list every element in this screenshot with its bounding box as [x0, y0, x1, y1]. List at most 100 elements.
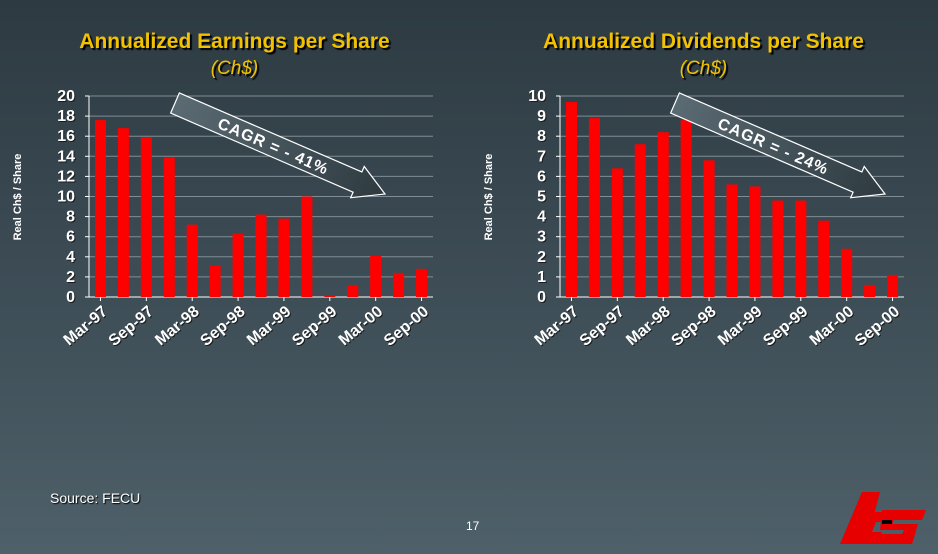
x-tick-label: Mar-98 [152, 303, 203, 349]
bar [588, 118, 600, 297]
y-tick-label: 20 [57, 88, 75, 105]
y-tick-label-shadow: 8 [67, 210, 76, 227]
y-tick-label: 10 [528, 88, 546, 105]
y-tick-label: 6 [66, 229, 75, 246]
y-tick-label-shadow: 2 [67, 270, 76, 287]
y-tick-label-shadow: 10 [58, 190, 76, 207]
y-tick-label-shadow: 20 [58, 89, 76, 106]
arrow-shape [669, 92, 887, 199]
x-tick-label: Sep-00 [381, 303, 432, 350]
cagr-arrow: CAGR = - 41% [169, 92, 387, 199]
x-tick-label: Mar-00 [807, 303, 858, 349]
y-tick-label-shadow: 7 [538, 149, 547, 166]
y-tick-label-shadow: 0 [67, 290, 76, 307]
bar [634, 144, 646, 297]
x-tick-label: Sep-00 [852, 303, 903, 350]
y-tick-label-shadow: 2 [538, 250, 547, 267]
bar [140, 137, 152, 297]
cagr-arrow: CAGR = - 24% [669, 92, 887, 199]
x-tick-label: Mar-98 [623, 303, 674, 349]
page-number: 17 [466, 519, 480, 533]
bar [163, 157, 175, 297]
cagr-label: CAGR = - 41% [215, 116, 331, 179]
y-tick-label-shadow: 0 [538, 290, 547, 307]
chart-subtitle: (Ch$) [679, 58, 728, 79]
y-tick-label: 10 [57, 189, 75, 206]
y-tick-label: 9 [537, 108, 546, 125]
bar [232, 233, 244, 297]
y-tick-label: 18 [57, 108, 75, 125]
cagr-label: CAGR = - 24% [715, 116, 831, 179]
chart-title: Annualized Earnings per Share [79, 30, 390, 53]
bar [680, 120, 692, 298]
y-tick-label: 16 [57, 128, 75, 145]
x-tick-label: Sep-99 [289, 303, 340, 350]
y-tick-label-shadow: 4 [67, 250, 76, 267]
y-tick-label: 8 [537, 128, 546, 145]
bar [841, 248, 853, 297]
bar [393, 272, 405, 297]
x-tick-label: Sep-98 [198, 303, 249, 350]
x-tick-label: Mar-99 [244, 303, 295, 349]
bar [117, 128, 129, 297]
y-tick-label-shadow: 6 [67, 230, 76, 247]
y-tick-label-shadow: 16 [58, 129, 76, 146]
bar [864, 284, 876, 297]
source-note: Source: FECU [50, 490, 141, 506]
company-logo [840, 492, 926, 544]
bar [255, 214, 267, 297]
y-tick-label: 0 [537, 289, 546, 306]
y-tick-label-shadow: 3 [538, 230, 547, 247]
y-axis-label: Real Ch$ / Share [12, 154, 24, 241]
bar [301, 196, 313, 297]
bar [416, 268, 428, 297]
bar [772, 200, 784, 297]
bar [370, 255, 382, 297]
bar [611, 168, 623, 297]
y-tick-label: 2 [537, 249, 546, 266]
y-tick-label-shadow: 14 [58, 149, 76, 166]
bar [347, 284, 359, 297]
y-tick-label-shadow: 4 [538, 210, 547, 227]
x-tick-label: Sep-99 [760, 303, 811, 350]
y-tick-label: 2 [66, 269, 75, 286]
dividends-bar-chart: 001122334455667788991010Mar-97Mar-97Sep-… [483, 88, 904, 351]
y-tick-label-shadow: 1 [538, 270, 547, 287]
y-tick-label: 4 [66, 249, 75, 266]
y-tick-label-shadow: 9 [538, 109, 547, 126]
bar [278, 218, 290, 297]
x-tick-label: Mar-97 [532, 303, 583, 349]
x-tick-label: Sep-97 [106, 303, 157, 350]
y-tick-label: 5 [537, 189, 546, 206]
bar [324, 295, 336, 297]
y-tick-label-shadow: 5 [538, 190, 547, 207]
y-tick-label-shadow: 6 [538, 169, 547, 186]
y-tick-label: 1 [537, 269, 546, 286]
bar [565, 102, 577, 297]
earnings-bar-chart: 0022446688101012121414161618182020Mar-97… [12, 88, 433, 351]
y-axis-label: Real Ch$ / Share [483, 154, 495, 241]
x-tick-label: Mar-97 [61, 303, 112, 349]
x-tick-label: Mar-00 [336, 303, 387, 349]
bar [818, 220, 830, 297]
y-tick-label-shadow: 10 [529, 89, 547, 106]
y-tick-label-shadow: 8 [538, 129, 547, 146]
y-tick-label-shadow: 18 [58, 109, 76, 126]
y-tick-label: 8 [66, 209, 75, 226]
x-tick-label: Sep-98 [669, 303, 720, 350]
bar [94, 120, 106, 298]
x-tick-label: Sep-97 [577, 303, 628, 350]
bar [703, 160, 715, 297]
bar [657, 132, 669, 297]
chart-title: Annualized Dividends per Share [543, 30, 864, 53]
y-tick-label-shadow: 12 [58, 169, 76, 186]
y-tick-label: 3 [537, 229, 546, 246]
arrow-shape [169, 92, 387, 199]
bar [749, 186, 761, 297]
y-tick-label: 7 [537, 148, 546, 165]
y-tick-label: 6 [537, 168, 546, 185]
bar [795, 200, 807, 297]
bar [726, 184, 738, 297]
